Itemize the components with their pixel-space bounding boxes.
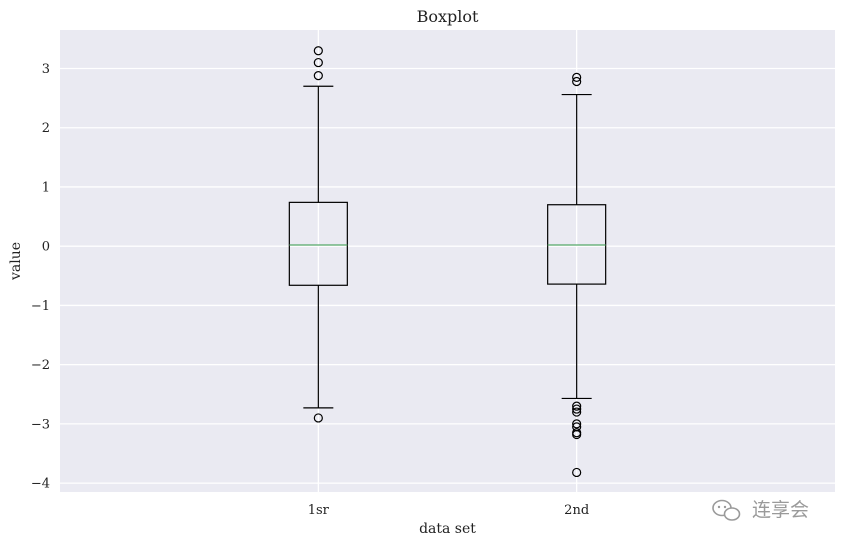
- y-tick-label: 3: [42, 62, 50, 77]
- outlier-point: [572, 467, 582, 478]
- outlier-point: [572, 72, 582, 82]
- box-1sr: [288, 46, 348, 423]
- outlier-point: [572, 407, 582, 417]
- boxes: [288, 46, 607, 478]
- y-tick-label: 2: [42, 121, 50, 136]
- chart-title: Boxplot: [417, 7, 479, 26]
- y-tick-label: −4: [31, 477, 50, 492]
- axes: −4 −3 −2 −1 0 1 2 3 1sr 2nd: [31, 62, 589, 518]
- outlier-point: [313, 57, 323, 68]
- x-tick-label: 1sr: [308, 503, 330, 518]
- y-axis-title: value: [8, 242, 24, 281]
- y-tick-label: 0: [42, 240, 50, 255]
- grid: [60, 30, 835, 492]
- x-axis-title: data set: [419, 521, 476, 537]
- outlier-point: [313, 413, 323, 423]
- y-tick-label: −3: [31, 417, 50, 432]
- outlier-point: [313, 46, 323, 56]
- watermark: 连享会: [712, 499, 809, 521]
- plot-background: [60, 30, 835, 492]
- y-tick-label: −1: [31, 299, 50, 314]
- y-tick-label: 1: [42, 180, 50, 195]
- outlier-point: [572, 401, 582, 411]
- y-tick-label: −2: [31, 358, 50, 373]
- iqr-box: [288, 201, 348, 286]
- outlier-point: [572, 76, 582, 87]
- wechat-icon: [712, 499, 741, 521]
- outlier-point: [572, 419, 582, 429]
- outlier-point: [572, 404, 582, 414]
- outlier-point: [313, 71, 323, 81]
- x-tick-label: 2nd: [564, 503, 589, 518]
- box-2nd: [547, 72, 607, 478]
- watermark-text: 连享会: [752, 499, 809, 521]
- outlier-point: [572, 429, 582, 440]
